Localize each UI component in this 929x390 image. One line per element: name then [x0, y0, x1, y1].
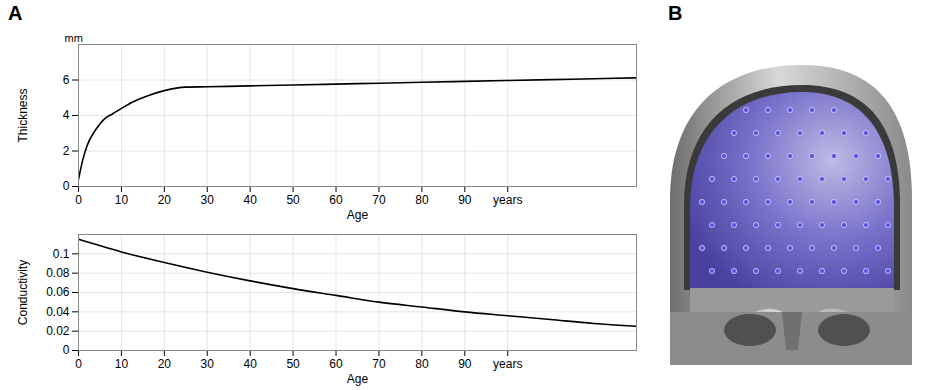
- svg-text:60: 60: [329, 357, 343, 371]
- svg-text:4: 4: [63, 108, 70, 122]
- svg-text:years: years: [493, 193, 522, 207]
- svg-text:0: 0: [63, 343, 70, 357]
- svg-text:40: 40: [244, 193, 258, 207]
- svg-text:80: 80: [415, 193, 429, 207]
- svg-text:70: 70: [372, 193, 386, 207]
- svg-text:30: 30: [201, 357, 215, 371]
- svg-text:years: years: [493, 357, 522, 371]
- svg-text:80: 80: [415, 357, 429, 371]
- svg-text:Age: Age: [347, 208, 369, 222]
- svg-text:0.06: 0.06: [46, 285, 70, 299]
- svg-text:10: 10: [115, 357, 129, 371]
- svg-text:70: 70: [372, 357, 386, 371]
- svg-text:20: 20: [158, 357, 172, 371]
- svg-text:50: 50: [286, 357, 300, 371]
- svg-text:Conductivity: Conductivity: [16, 260, 30, 325]
- svg-text:6: 6: [63, 73, 70, 87]
- svg-text:0.04: 0.04: [46, 305, 70, 319]
- html-text:B: B: [668, 2, 683, 24]
- svg-text:2: 2: [63, 144, 70, 158]
- svg-text:40: 40: [244, 357, 258, 371]
- svg-text:90: 90: [458, 357, 472, 371]
- svg-text:20: 20: [158, 193, 172, 207]
- svg-text:0: 0: [75, 357, 82, 371]
- svg-text:0.02: 0.02: [46, 324, 70, 338]
- svg-text:mm: mm: [65, 32, 83, 44]
- svg-text:Thickness: Thickness: [16, 88, 30, 142]
- svg-text:90: 90: [458, 193, 472, 207]
- svg-text:50: 50: [286, 193, 300, 207]
- svg-text:0: 0: [75, 193, 82, 207]
- svg-text:30: 30: [201, 193, 215, 207]
- svg-text:0.08: 0.08: [46, 266, 70, 280]
- svg-text:10: 10: [115, 193, 129, 207]
- svg-text:0.1: 0.1: [53, 247, 70, 261]
- svg-text:0: 0: [63, 179, 70, 193]
- svg-text:60: 60: [329, 193, 343, 207]
- svg-text:Age: Age: [347, 372, 369, 386]
- html-text:A: A: [8, 2, 23, 24]
